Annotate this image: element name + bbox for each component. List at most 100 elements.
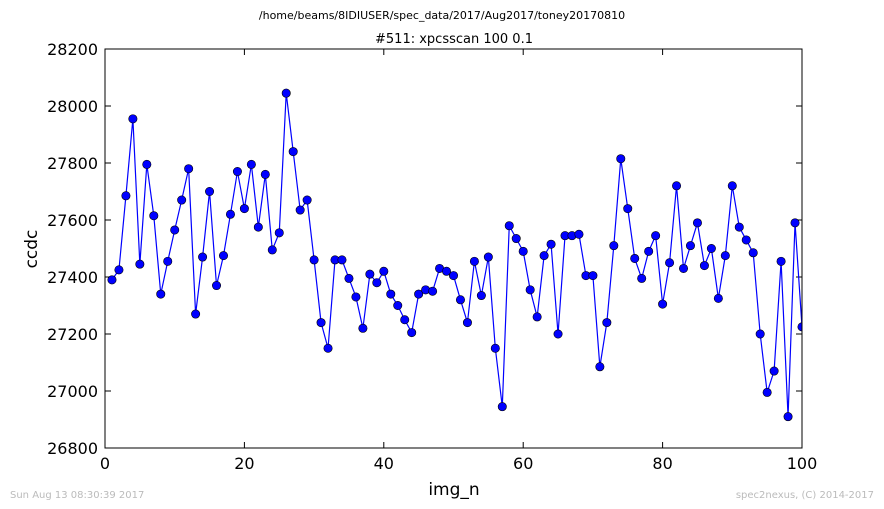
data-point — [351, 292, 361, 302]
data-point — [595, 362, 605, 372]
data-point — [539, 251, 549, 261]
data-point — [448, 271, 458, 281]
data-point — [769, 366, 779, 376]
axes-frame — [104, 48, 803, 449]
data-point — [679, 263, 689, 273]
data-point — [177, 195, 187, 205]
data-point — [727, 181, 737, 191]
data-point — [665, 258, 675, 268]
data-point — [658, 299, 668, 309]
data-point — [260, 169, 270, 179]
data-point — [741, 235, 751, 245]
data-point — [344, 273, 354, 283]
data-point — [114, 265, 124, 275]
chart-suptitle: /home/beams/8IDIUSER/spec_data/2017/Aug2… — [259, 9, 625, 22]
y-tick-label: 27400 — [47, 268, 98, 287]
data-point — [706, 244, 716, 254]
data-point — [372, 278, 382, 288]
data-point — [518, 246, 528, 256]
data-point — [630, 253, 640, 263]
data-point — [232, 167, 242, 177]
data-point — [483, 252, 493, 262]
data-point — [156, 289, 166, 299]
data-point — [142, 159, 152, 169]
data-point — [121, 191, 131, 201]
data-point — [511, 234, 521, 244]
data-point — [358, 323, 368, 333]
data-point — [135, 259, 145, 269]
data-point — [393, 300, 403, 310]
data-point — [692, 218, 702, 228]
y-tick-label: 27600 — [47, 211, 98, 230]
data-point — [790, 218, 800, 228]
data-point — [574, 229, 584, 239]
data-point — [442, 266, 452, 276]
data-series — [107, 88, 802, 422]
data-point — [734, 222, 744, 232]
x-tick-label: 80 — [652, 454, 672, 473]
data-point — [212, 281, 222, 291]
data-point — [274, 228, 284, 238]
data-point — [302, 195, 312, 205]
data-point — [651, 231, 661, 241]
data-point — [602, 318, 612, 328]
data-point — [400, 315, 410, 325]
y-tick-label: 26800 — [47, 439, 98, 458]
data-point — [776, 256, 786, 266]
data-point — [337, 255, 347, 265]
data-point — [713, 293, 723, 303]
data-point — [198, 252, 208, 262]
data-point — [288, 147, 298, 157]
chart-title: #511: xpcsscan 100 0.1 — [375, 32, 533, 47]
y-tick-label: 27000 — [47, 382, 98, 401]
y-tick-label: 28000 — [47, 97, 98, 116]
data-point — [239, 204, 249, 214]
data-point — [386, 289, 396, 299]
data-point — [267, 245, 277, 255]
footer-timestamp: Sun Aug 13 08:30:39 2017 — [10, 490, 144, 501]
x-axis-label: img_n — [428, 480, 479, 500]
x-tick-label: 60 — [513, 454, 533, 473]
data-point — [497, 402, 507, 412]
data-point — [762, 387, 772, 397]
data-point — [225, 209, 235, 219]
data-point — [309, 255, 319, 265]
data-point — [323, 343, 333, 353]
data-point — [428, 286, 438, 296]
data-point — [253, 222, 263, 232]
x-tick-label: 20 — [234, 454, 254, 473]
data-point — [149, 211, 159, 221]
data-point — [184, 164, 194, 174]
data-point — [469, 256, 479, 266]
data-point — [504, 221, 514, 231]
y-axis-label: ccdc — [22, 230, 42, 269]
data-point — [476, 291, 486, 301]
data-point — [672, 181, 682, 191]
data-point — [205, 187, 215, 197]
data-point — [637, 273, 647, 283]
y-tick-label: 27200 — [47, 325, 98, 344]
plot-area: 0 20 40 60 80 100 26800 27000 27200 27400 27600 278… — [47, 40, 817, 473]
data-point — [644, 246, 654, 256]
data-point — [490, 343, 500, 353]
data-point — [462, 318, 472, 328]
data-point — [379, 266, 389, 276]
series-line — [111, 93, 802, 417]
data-point — [414, 289, 424, 299]
footer-credit: spec2nexus, (C) 2014-2017 — [736, 490, 874, 501]
x-tick-label: 40 — [374, 454, 394, 473]
data-point — [170, 225, 180, 235]
data-point — [281, 88, 291, 98]
data-point — [609, 241, 619, 251]
data-point — [191, 309, 201, 319]
data-point — [623, 204, 633, 214]
data-point — [755, 329, 765, 339]
data-point — [163, 256, 173, 266]
data-point — [588, 271, 598, 281]
data-point — [546, 239, 556, 249]
data-point — [553, 329, 563, 339]
data-point — [295, 205, 305, 215]
data-point — [455, 295, 465, 305]
data-point — [616, 154, 626, 164]
